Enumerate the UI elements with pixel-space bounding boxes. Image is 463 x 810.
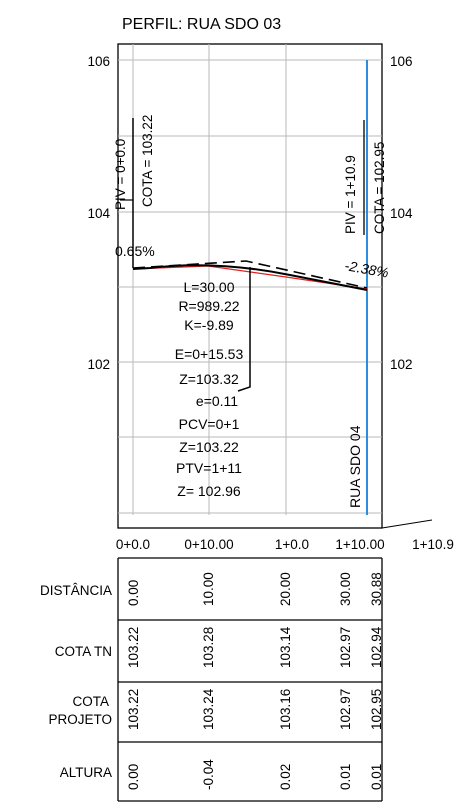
table-cell: 103.22 [126, 627, 141, 668]
y-tick-left-106: 106 [87, 54, 110, 69]
table-cell: 0.02 [278, 764, 293, 790]
profile-title: PERFIL: RUA SDO 03 [122, 16, 281, 33]
table-cell: 0.00 [126, 764, 141, 790]
x-tick-4: 1+10.9 [412, 537, 454, 552]
table-cell: 103.16 [278, 689, 293, 730]
y-tick-right-102: 102 [390, 357, 413, 372]
table-cell: 20.00 [278, 572, 293, 606]
y-tick-right-106: 106 [390, 54, 413, 69]
table-cell: 103.28 [201, 627, 216, 668]
table-cell: 10.00 [201, 572, 216, 606]
table-cell: 102.97 [338, 627, 353, 668]
x-tick-0: 0+0.0 [116, 537, 150, 552]
table-cell: 103.24 [201, 688, 216, 730]
y-tick-left-104: 104 [87, 206, 110, 221]
x-axis-extension [381, 519, 433, 529]
chart-frame [117, 43, 383, 529]
y-tick-left-102: 102 [87, 357, 110, 372]
row-label-cota-tn: COTA TN [55, 644, 112, 659]
curve-leader [237, 267, 251, 392]
piv-start-cota: COTA = 103.22 [140, 115, 155, 207]
table-cell: 0.01 [338, 764, 353, 790]
curve-info-6: PCV=0+1 [179, 416, 240, 432]
row-label-altura: ALTURA [60, 765, 112, 780]
table-cell: 102.97 [338, 689, 353, 730]
piv-end-station: PIV = 1+10.9 [343, 155, 358, 234]
piv-start-station: PIV = 0+0.0 [113, 139, 128, 210]
curve-info-7: Z=103.22 [179, 439, 239, 455]
curve-info-0: L=30.00 [184, 279, 235, 295]
table-cell: 0.01 [369, 764, 384, 790]
table-cell: 30.00 [338, 572, 353, 606]
piv-end-cota: COTA = 102.95 [372, 142, 387, 234]
curve-info-1: R=989.22 [178, 298, 239, 314]
x-tick-2: 1+0.0 [275, 537, 309, 552]
x-tick-3: 1+10.00 [335, 537, 384, 552]
grade-left: 0.65% [115, 243, 155, 259]
curve-info-5: e=0.11 [196, 393, 238, 409]
chart-grid [118, 44, 382, 515]
curve-info-3: E=0+15.53 [175, 346, 244, 362]
x-tick-1: 0+10.00 [184, 537, 233, 552]
curve-info-4: Z=103.32 [179, 371, 239, 387]
row-label-cota-projeto: COTA PROJETO [48, 694, 112, 727]
table-cell: 0.00 [126, 580, 141, 606]
curve-info-9: Z= 102.96 [177, 483, 241, 499]
row-label-distancia: DISTÂNCIA [40, 583, 112, 598]
intersection-label: RUA SDO 04 [347, 425, 363, 508]
table-values: 0.00 10.00 20.00 30.00 30.88 103.22 103.28 103.… [126, 572, 384, 790]
table-cell: 103.22 [126, 689, 141, 730]
grade-right: -2.38% [343, 257, 389, 280]
table-cell: 30.88 [369, 572, 384, 606]
profile-table: DISTÂNCIA COTA TN COTA PROJETO ALTURA 0.… [40, 557, 384, 802]
projected-vertical-curve [132, 264, 368, 291]
y-tick-right-104: 104 [390, 206, 413, 221]
table-cell: -0.04 [201, 759, 216, 790]
table-cell: 103.14 [278, 626, 293, 668]
table-cell: 102.94 [369, 626, 384, 668]
curve-info-2: K=-9.89 [184, 317, 234, 333]
curve-info-8: PTV=1+11 [176, 460, 242, 476]
table-cell: 102.95 [369, 689, 384, 730]
